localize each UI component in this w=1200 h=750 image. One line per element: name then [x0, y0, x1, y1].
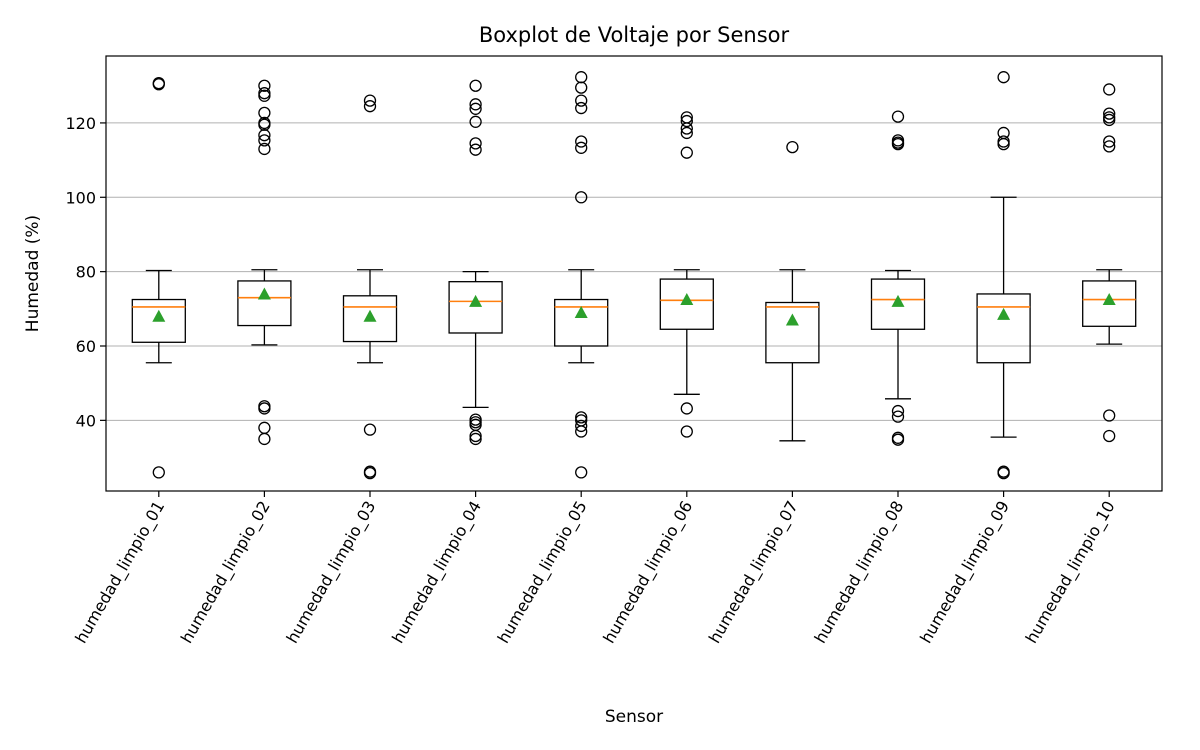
outlier-point: [1103, 409, 1116, 422]
outlier-point: [891, 433, 905, 446]
outlier-point: [680, 402, 693, 415]
mean-marker: [152, 309, 166, 322]
iqr-box: [765, 301, 820, 364]
y-axis-label: Humedad (%): [23, 215, 43, 332]
outlier-point: [680, 122, 693, 135]
outlier-point: [363, 423, 377, 436]
iqr-box: [554, 298, 609, 347]
outlier-point: [258, 134, 271, 147]
outlier-point: [575, 141, 588, 154]
outlier-point: [891, 404, 905, 418]
x-axis-label: Sensor: [605, 707, 663, 727]
outlier-point: [152, 78, 165, 91]
iqr-box: [448, 281, 503, 334]
outlier-point: [575, 191, 588, 204]
box-group-humedad_limpio_06: [659, 111, 714, 438]
mean-marker: [680, 293, 694, 306]
iqr-box: [342, 295, 398, 343]
mean-marker: [363, 309, 377, 322]
box-group-humedad_limpio_07: [765, 140, 820, 442]
outlier-point: [575, 425, 588, 438]
chart-title: Boxplot de Voltaje por Sensor: [479, 23, 790, 47]
outlier-point: [680, 126, 693, 140]
outlier-point: [680, 146, 693, 159]
outlier-point: [152, 466, 165, 479]
iqr-box: [976, 293, 1031, 364]
y-tick-label: 40: [76, 411, 96, 430]
grid-lines: [106, 122, 1162, 421]
outlier-point: [1103, 113, 1116, 127]
outlier-point: [258, 432, 271, 446]
mean-marker: [469, 294, 483, 307]
box-group-humedad_limpio_05: [554, 71, 609, 479]
box-group-humedad_limpio_03: [342, 94, 398, 480]
outlier-point: [363, 100, 377, 113]
mean-marker: [1102, 293, 1116, 306]
plot-frame: [105, 55, 1163, 492]
iqr-box: [659, 278, 714, 330]
box-group-humedad_limpio_10: [1082, 83, 1137, 443]
outlier-point: [680, 114, 693, 128]
outlier-point: [363, 94, 377, 107]
outlier-point: [258, 129, 271, 142]
mean-marker: [574, 306, 588, 319]
box-group-humedad_limpio_09: [976, 71, 1031, 480]
mean-marker: [785, 313, 799, 326]
outlier-point: [469, 98, 482, 111]
plot-area: [131, 71, 1137, 480]
y-tick-label: 120: [65, 114, 96, 133]
outlier-point: [575, 94, 588, 107]
outlier-point: [1103, 140, 1116, 153]
outlier-point: [469, 143, 482, 156]
outlier-point: [258, 106, 271, 120]
outlier-point: [258, 89, 271, 102]
mean-marker: [997, 307, 1011, 320]
outlier-point: [469, 429, 482, 443]
outlier-point: [469, 115, 482, 128]
iqr-box: [131, 298, 186, 343]
iqr-box: [237, 280, 292, 327]
box-group-humedad_limpio_08: [870, 110, 926, 446]
outlier-point: [997, 71, 1010, 84]
outlier-point: [891, 410, 905, 423]
mean-marker: [891, 294, 905, 307]
outlier-point: [469, 102, 482, 115]
outlier-point: [575, 81, 588, 94]
outlier-point: [258, 402, 271, 415]
outlier-point: [363, 467, 377, 480]
y-tick-label: 60: [76, 337, 96, 356]
outlier-point: [575, 419, 588, 433]
outlier-point: [469, 79, 482, 92]
box-group-humedad_limpio_04: [448, 79, 503, 446]
outlier-point: [575, 411, 588, 424]
outlier-point: [469, 137, 482, 150]
y-tick-label: 100: [65, 188, 96, 207]
outlier-point: [575, 466, 588, 479]
outlier-point: [575, 135, 588, 148]
outlier-point: [680, 425, 693, 438]
iqr-box: [1082, 280, 1137, 327]
iqr-box: [870, 278, 926, 330]
outlier-point: [258, 142, 271, 156]
outlier-point: [891, 110, 905, 123]
outlier-point: [575, 101, 588, 115]
box-group-humedad_limpio_01: [131, 76, 186, 479]
y-tick-label: 80: [76, 263, 96, 282]
outlier-point: [891, 137, 905, 151]
outlier-point: [786, 140, 799, 154]
mean-marker: [257, 287, 271, 300]
outlier-point: [258, 79, 271, 92]
outlier-point: [1103, 107, 1116, 120]
outlier-point: [997, 137, 1010, 151]
outlier-point: [1103, 429, 1116, 443]
box-group-humedad_limpio_02: [237, 79, 292, 446]
outlier-point: [469, 432, 482, 446]
outlier-point: [1103, 135, 1116, 148]
outlier-point: [997, 467, 1010, 480]
outlier-point: [1103, 83, 1116, 96]
